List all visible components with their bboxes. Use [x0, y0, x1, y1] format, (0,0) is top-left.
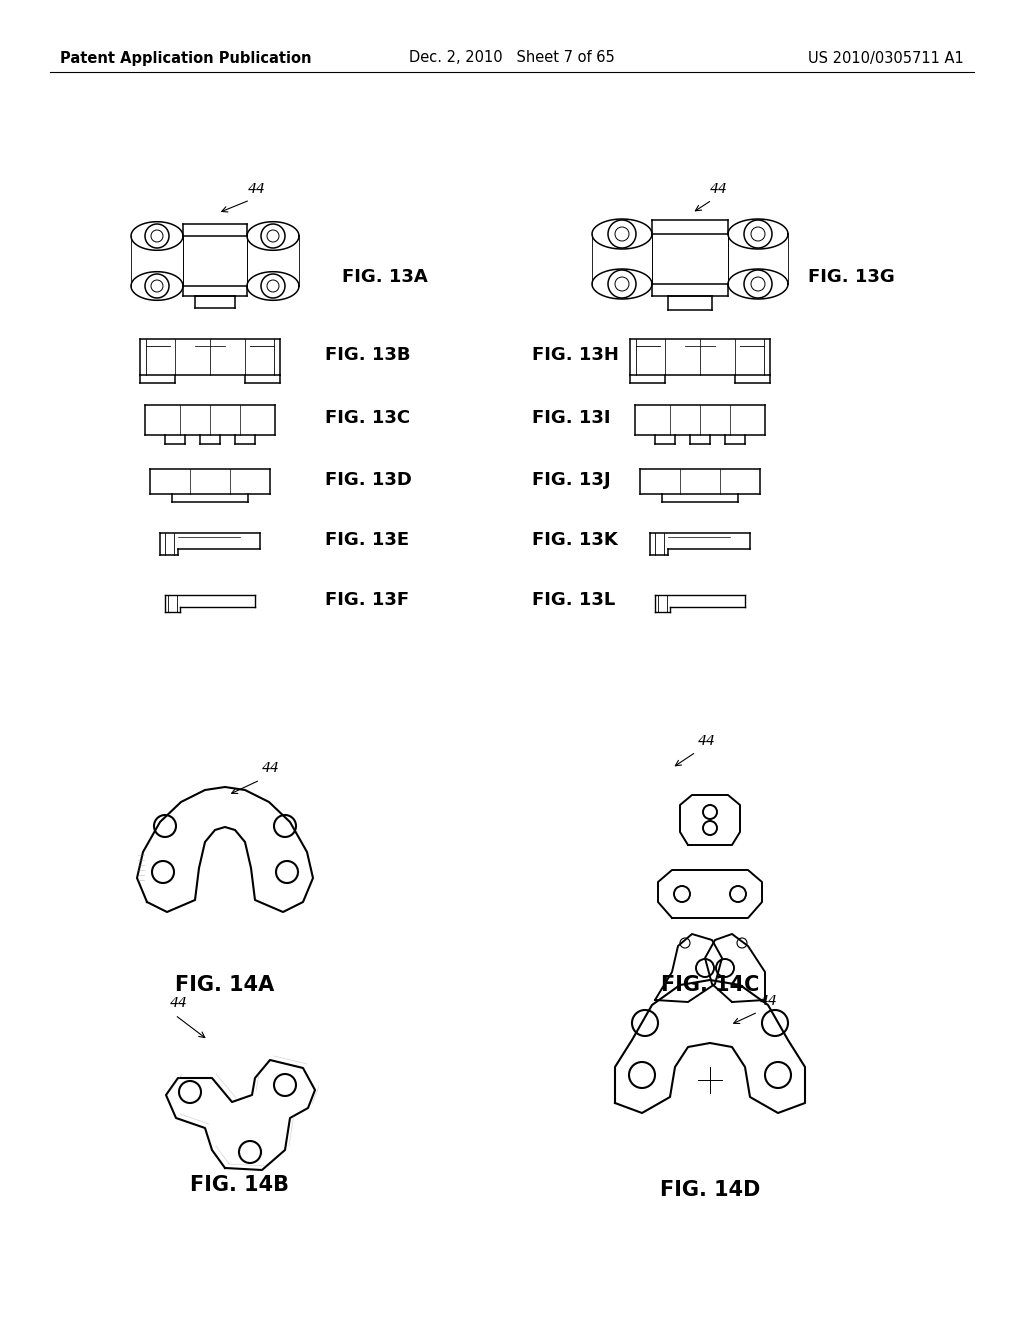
Text: FIG. 13J: FIG. 13J — [532, 471, 610, 488]
Text: 44: 44 — [698, 734, 716, 748]
Text: FIG. 13L: FIG. 13L — [532, 591, 615, 609]
Text: Dec. 2, 2010   Sheet 7 of 65: Dec. 2, 2010 Sheet 7 of 65 — [410, 50, 614, 66]
Text: 44: 44 — [248, 182, 266, 195]
Text: 44: 44 — [262, 762, 280, 775]
Text: FIG. 13A: FIG. 13A — [342, 268, 428, 286]
Text: FIG. 14A: FIG. 14A — [175, 975, 274, 995]
Text: FIG. 13G: FIG. 13G — [808, 268, 895, 286]
Text: FIG. 13B: FIG. 13B — [325, 346, 411, 364]
Text: FIG. 13F: FIG. 13F — [325, 591, 410, 609]
Text: FIG. 13C: FIG. 13C — [325, 409, 411, 426]
Text: FIG. 14B: FIG. 14B — [190, 1175, 290, 1195]
Text: 44: 44 — [760, 994, 778, 1008]
Text: FIG. 13D: FIG. 13D — [325, 471, 412, 488]
Text: FIG. 13E: FIG. 13E — [325, 531, 410, 549]
Text: US 2010/0305711 A1: US 2010/0305711 A1 — [808, 50, 964, 66]
Text: 44: 44 — [710, 182, 728, 195]
Text: FIG. 13H: FIG. 13H — [532, 346, 618, 364]
Text: Patent Application Publication: Patent Application Publication — [60, 50, 311, 66]
Text: 44: 44 — [170, 997, 187, 1010]
Text: FIG. 13I: FIG. 13I — [532, 409, 610, 426]
Text: FIG. 14D: FIG. 14D — [659, 1180, 760, 1200]
Text: FIG. 14C: FIG. 14C — [660, 975, 759, 995]
Text: FIG. 13K: FIG. 13K — [532, 531, 617, 549]
